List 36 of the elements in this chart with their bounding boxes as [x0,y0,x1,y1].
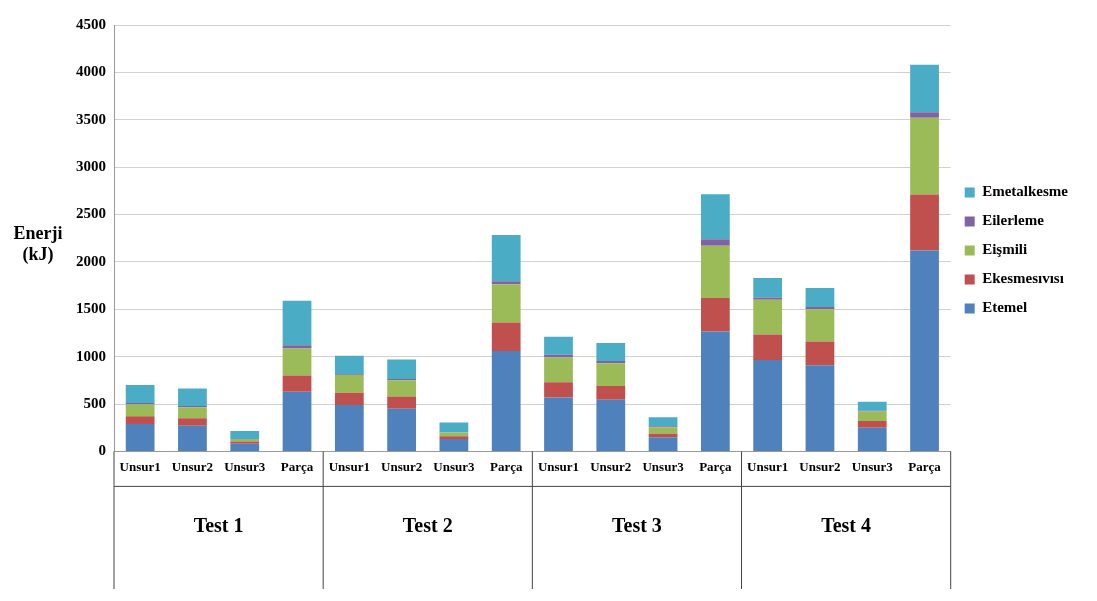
x-tick-label: Parça [280,458,314,474]
legend-label: Emetalkesme [982,183,1069,200]
text: Test 4 [821,513,872,536]
y-tick-label: 3000 [76,158,106,175]
x-tick-label: Parça [489,458,523,474]
x-tick-label: Unsur1 [747,458,789,474]
y-tick-label: 3500 [76,110,106,127]
x-tick-label: Unsur1 [537,458,580,474]
x-tick-label: Parça [699,458,733,474]
y-tick-label: 2000 [76,252,106,269]
text: Test 1 [193,513,244,536]
x-tick-label: Unsur3 [433,458,475,474]
x-tick-label: Unsur3 [851,458,894,474]
y-tick-label: 4000 [76,63,106,80]
text: Test 3 [612,513,662,536]
legend-label: Eilerleme [982,212,1045,229]
legend-label: Etemel [982,299,1028,316]
legend-label: Ekesmesıvısı [982,270,1064,287]
y-tick-label: 500 [83,394,106,411]
x-tick-label: Unsur1 [328,458,370,474]
x-tick-label: Unsur2 [799,458,841,474]
legend-label: Eişmili [982,241,1028,258]
x-tick-label: Parça [908,458,942,474]
x-tick-label: Unsur3 [224,458,266,474]
x-tick-label: Unsur3 [642,458,685,474]
y-tick-label: 0 [98,442,106,459]
y-tick-label: 1500 [76,300,106,317]
x-tick-label: Unsur2 [171,458,214,474]
y-tick-label: 1000 [76,347,106,364]
x-tick-label: Unsur2 [590,458,632,474]
text: Test 2 [402,513,453,536]
y-tick-label: 2500 [76,205,106,222]
y-tick-label: 4500 [76,15,106,32]
x-tick-label: Unsur1 [119,458,161,474]
x-tick-label: Unsur2 [381,458,423,474]
y-axis-title: Enerji (kJ) [12,223,64,265]
